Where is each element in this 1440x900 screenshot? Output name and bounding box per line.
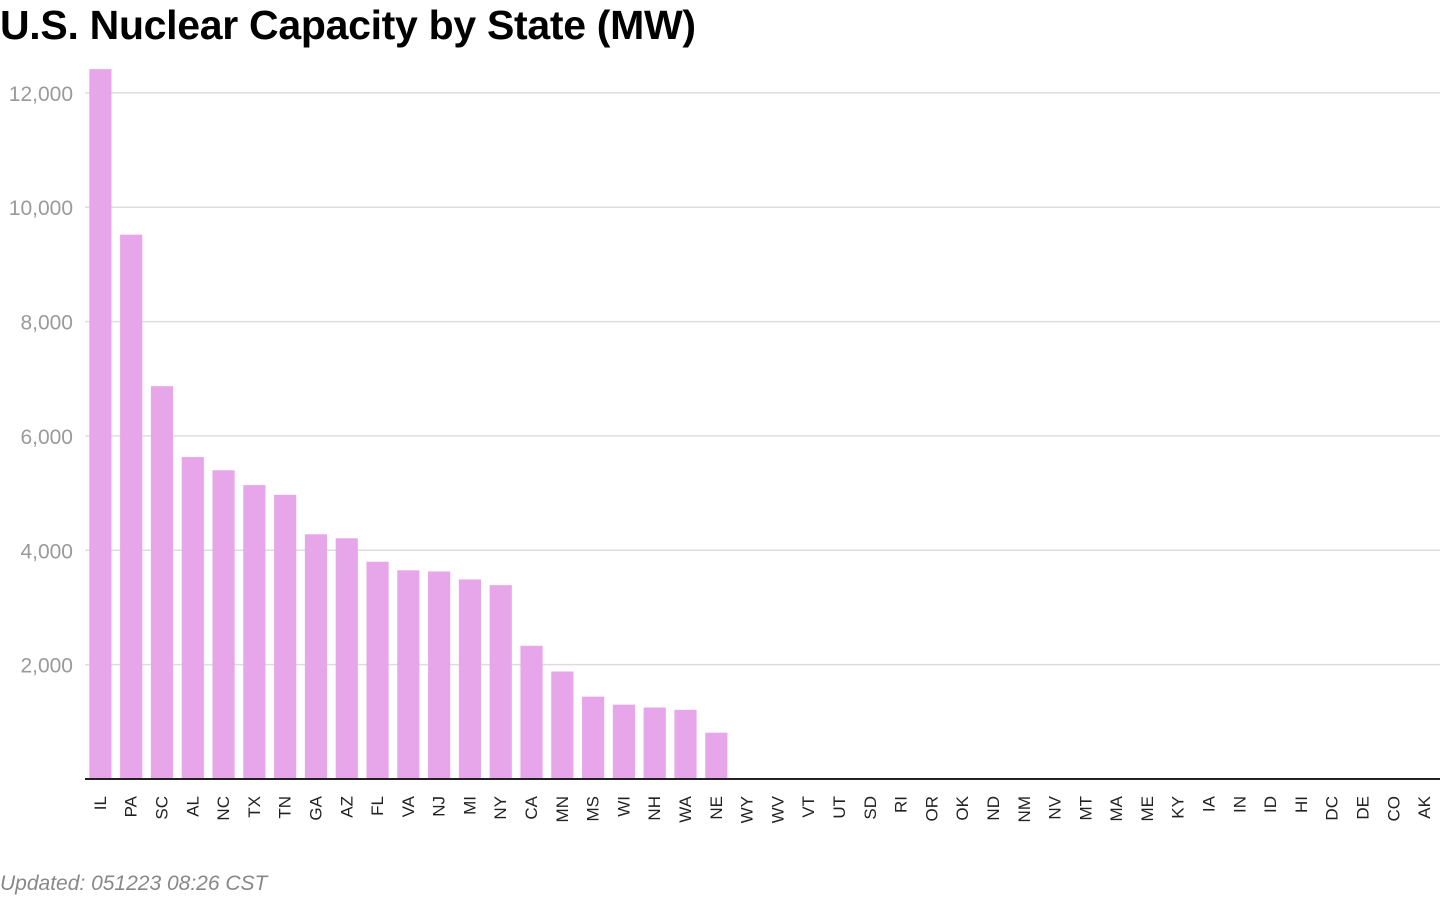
x-tick-label: DE <box>1354 796 1373 820</box>
bar-mn <box>551 671 574 779</box>
x-tick-label: HI <box>1292 796 1311 813</box>
x-tick-label: IL <box>91 796 110 810</box>
x-tick-label: GA <box>306 795 325 820</box>
x-tick-label: CO <box>1384 796 1403 822</box>
x-tick-label: PA <box>122 795 141 817</box>
x-tick-label: NM <box>1015 796 1034 822</box>
bar-az <box>335 538 358 779</box>
y-axis-labels: 2,000 4,000 6,000 8,000 10,000 12,000 <box>9 83 73 678</box>
x-tick-label: WY <box>738 796 757 823</box>
x-tick-label: OR <box>922 796 941 822</box>
y-tick-label: 10,000 <box>9 197 73 220</box>
x-tick-label: NY <box>491 796 510 820</box>
x-tick-label: ID <box>1261 796 1280 813</box>
x-tick-label: UT <box>830 796 849 819</box>
x-tick-label: VT <box>799 796 818 818</box>
x-tick-label: MA <box>1107 795 1126 821</box>
bar-ne <box>705 732 728 779</box>
x-tick-label: TX <box>245 796 264 818</box>
x-tick-label: CA <box>522 795 541 819</box>
x-tick-label: ME <box>1138 796 1157 822</box>
x-tick-label: DC <box>1323 796 1342 821</box>
x-tick-label: TN <box>276 796 295 819</box>
bar-va <box>397 570 420 779</box>
x-tick-label: AL <box>183 796 202 817</box>
bar-al <box>181 457 204 779</box>
x-tick-label: MT <box>1076 796 1095 821</box>
bar-sc <box>150 386 174 779</box>
x-tick-label: SC <box>152 796 171 820</box>
x-tick-label: AK <box>1415 795 1434 818</box>
y-tick-label: 12,000 <box>9 83 73 106</box>
x-tick-label: NE <box>707 796 726 820</box>
x-tick-label: FL <box>368 796 387 816</box>
bar-il <box>89 69 112 780</box>
y-tick-label: 8,000 <box>20 312 73 335</box>
y-tick-label: 4,000 <box>20 540 73 563</box>
bar-nh <box>643 707 666 779</box>
bar-wi <box>612 704 636 779</box>
bar-tx <box>243 485 266 779</box>
x-tick-label: VA <box>399 795 418 817</box>
x-tick-label: MS <box>584 796 603 822</box>
x-tick-label: RI <box>892 796 911 813</box>
chart-title: U.S. Nuclear Capacity by State (MW) <box>0 2 696 48</box>
x-tick-label: AZ <box>337 796 356 818</box>
x-axis-labels: IL PA SC AL NC TX TN GA AZ FL VA NJ MI NY CA MN MS WI NH WA… <box>91 795 1434 823</box>
x-tick-label: WI <box>614 796 633 817</box>
bar-ca <box>520 645 543 779</box>
bar-wa <box>674 709 697 779</box>
x-tick-label: NC <box>214 796 233 821</box>
bar-pa <box>120 234 143 780</box>
x-tick-label: OK <box>953 795 972 820</box>
bar-tn <box>274 494 297 779</box>
bar-nc <box>212 470 235 779</box>
y-tick-label: 2,000 <box>20 655 73 678</box>
x-tick-label: MI <box>460 796 479 815</box>
bar-mi <box>458 579 482 779</box>
x-tick-label: SD <box>861 796 880 820</box>
bar-ny <box>489 585 512 779</box>
x-tick-label: WV <box>768 795 787 823</box>
bar-ga <box>304 534 328 779</box>
bar-ms <box>582 696 605 779</box>
x-tick-label: IA <box>1200 795 1219 812</box>
bars <box>89 69 728 780</box>
y-tick-label: 6,000 <box>20 426 73 449</box>
x-tick-label: WA <box>676 795 695 822</box>
bar-nj <box>428 571 451 779</box>
x-tick-label: IN <box>1230 796 1249 813</box>
x-tick-label: NV <box>1046 795 1065 819</box>
x-tick-label: MN <box>553 796 572 822</box>
bar-fl <box>366 561 389 779</box>
x-tick-label: ND <box>984 796 1003 821</box>
x-tick-label: KY <box>1169 796 1188 819</box>
updated-timestamp: Updated: 051223 08:26 CST <box>0 872 268 895</box>
x-tick-label: NJ <box>430 796 449 817</box>
x-tick-label: NH <box>645 796 664 821</box>
